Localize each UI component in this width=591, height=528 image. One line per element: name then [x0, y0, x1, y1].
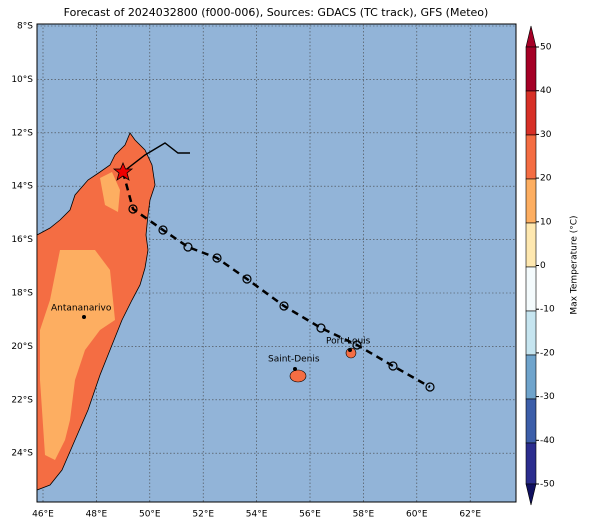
- colorbar-tick-label: -50: [540, 480, 555, 490]
- colorbar-tick-label: 30: [540, 130, 552, 140]
- x-tick-label: 48°E: [86, 510, 108, 520]
- x-tick-label: 50°E: [139, 510, 161, 520]
- colorbar-label: Max Temperature (°C): [570, 215, 580, 314]
- title: Forecast of 2024032800 (f000-006), Sourc…: [64, 6, 489, 19]
- city-label: Port-Louis: [326, 337, 371, 347]
- x-tick-label: 62°E: [459, 510, 481, 520]
- storm-position: [112, 161, 134, 181]
- colorbar: [525, 25, 537, 506]
- x-tick-label: 58°E: [353, 510, 375, 520]
- city-label: Saint-Denis: [268, 355, 320, 365]
- colorbar-tick-label: 50: [540, 43, 552, 53]
- warm-region: [100, 172, 120, 212]
- y-tick-label: 16°S: [11, 235, 33, 245]
- colorbar-tick-label: -10: [540, 305, 555, 315]
- x-tick-label: 46°E: [32, 510, 54, 520]
- reunion: [289, 369, 307, 383]
- y-tick-label: 14°S: [11, 182, 33, 192]
- city-label: Antananarivo: [51, 304, 112, 314]
- x-tick-label: 52°E: [192, 510, 214, 520]
- y-tick-label: 8°S: [17, 22, 33, 32]
- track-points: [128, 204, 435, 392]
- x-tick-label: 60°E: [406, 510, 428, 520]
- colorbar-tick-label: -30: [540, 392, 555, 402]
- city-dot: [348, 348, 352, 352]
- y-tick-label: 24°S: [11, 449, 33, 459]
- y-tick-label: 18°S: [11, 289, 33, 299]
- x-tick-label: 54°E: [246, 510, 268, 520]
- colorbar-tick-label: 10: [540, 217, 552, 227]
- y-tick-label: 10°S: [11, 75, 33, 85]
- colorbar-tick-label: 40: [540, 86, 552, 96]
- warm-region: [40, 250, 115, 460]
- colorbar-tick-label: -40: [540, 436, 555, 446]
- colorbar-tick-label: 20: [540, 174, 552, 184]
- y-tick-label: 22°S: [11, 395, 33, 405]
- x-tick-label: 56°E: [299, 510, 321, 520]
- city-dot: [82, 315, 86, 319]
- track-history: [122, 142, 190, 173]
- colorbar-tick-label: 0: [540, 261, 546, 271]
- colorbar-tick-label: -20: [540, 348, 555, 358]
- track-forecast: [121, 171, 431, 389]
- y-tick-label: 12°S: [11, 128, 33, 138]
- y-tick-label: 20°S: [11, 342, 33, 352]
- city-dot: [293, 367, 297, 371]
